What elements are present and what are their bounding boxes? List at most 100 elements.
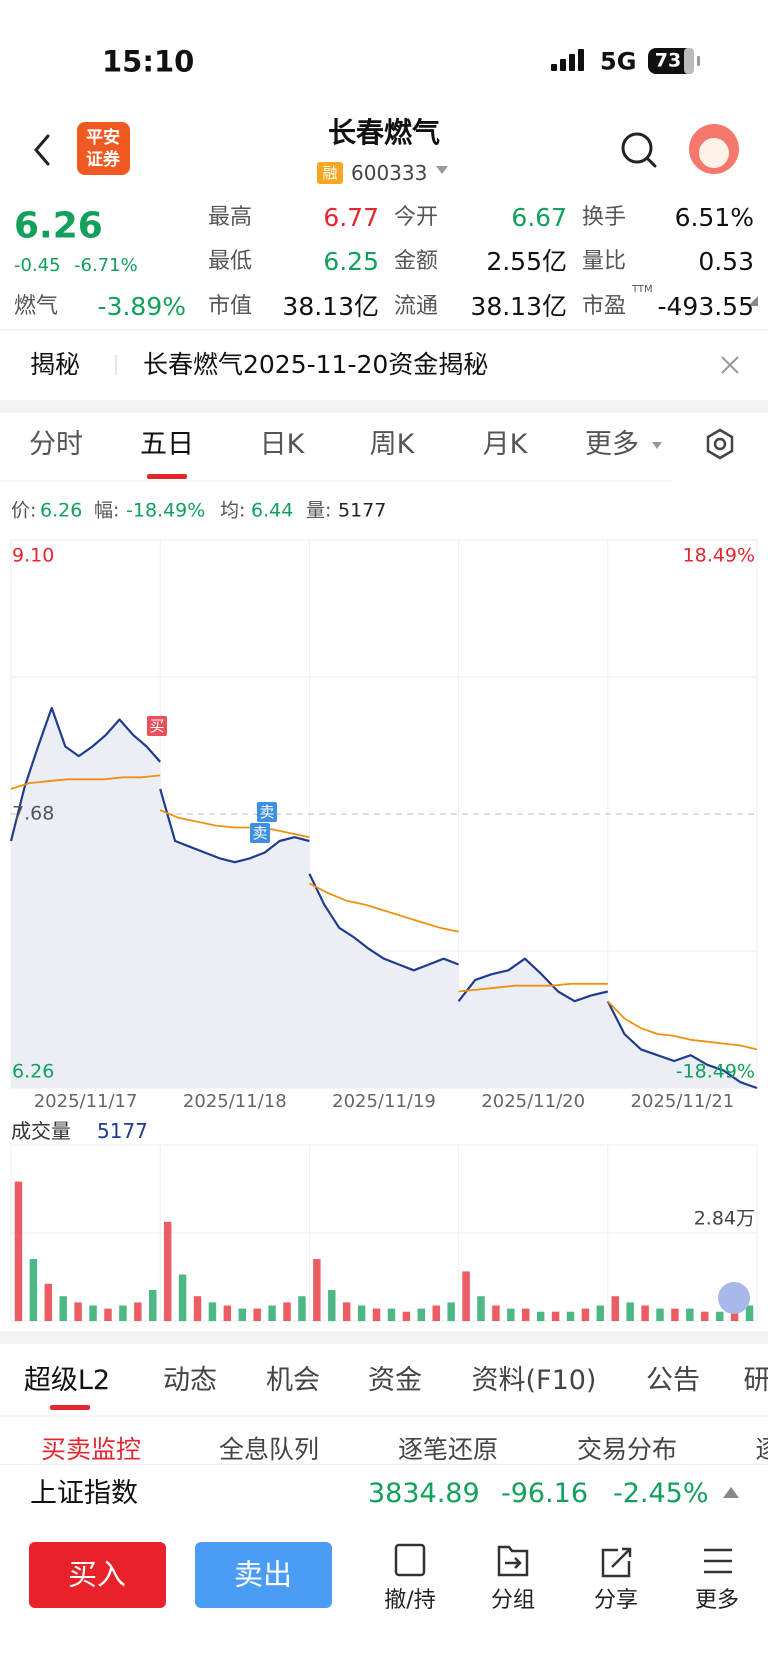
detail-tab[interactable]: 资金 bbox=[368, 1364, 422, 1396]
fullscreen-button[interactable] bbox=[718, 1282, 750, 1314]
volume-bar bbox=[178, 1274, 187, 1321]
volume-value: 5177 bbox=[97, 1119, 148, 1143]
sub-tab[interactable]: 逐笔还原 bbox=[397, 1435, 499, 1464]
cancel-icon[interactable] bbox=[394, 1543, 426, 1577]
price-change-pct: -6.71% bbox=[74, 255, 138, 277]
buy-label[interactable]: 买入 bbox=[67, 1557, 127, 1592]
corner-mark bbox=[748, 296, 758, 306]
volume-bar bbox=[581, 1308, 590, 1321]
chart-tab[interactable]: 周K bbox=[369, 428, 415, 460]
trade-marker-label: 卖 bbox=[259, 803, 275, 821]
sector-name: 燃气 bbox=[14, 293, 59, 319]
detail-tab[interactable]: 资料(F10) bbox=[471, 1364, 597, 1396]
price-line bbox=[606, 1000, 758, 1090]
sub-tab[interactable]: 交易分布 bbox=[576, 1435, 678, 1464]
tool-label[interactable]: 分享 bbox=[593, 1587, 639, 1613]
current-price: 6.26 bbox=[14, 205, 103, 247]
volume-bar bbox=[596, 1305, 605, 1321]
stat-value: 6.51% bbox=[674, 203, 754, 232]
back-icon[interactable] bbox=[34, 134, 50, 166]
share-icon[interactable] bbox=[601, 1547, 632, 1578]
app-logo bbox=[77, 122, 130, 175]
stat-value: 6.25 bbox=[323, 247, 379, 276]
volume-bar bbox=[328, 1290, 336, 1321]
price-area bbox=[11, 707, 161, 1088]
code-dropdown[interactable] bbox=[436, 166, 448, 174]
margin-tag-bg bbox=[317, 162, 343, 184]
section-gap bbox=[0, 400, 768, 413]
stat-value: 2.55亿 bbox=[486, 247, 567, 276]
volume-bar bbox=[536, 1311, 545, 1321]
volume-bar bbox=[402, 1311, 411, 1321]
detail-tab[interactable]: 机会 bbox=[266, 1364, 320, 1396]
more-dropdown[interactable] bbox=[652, 442, 662, 449]
chart-tab[interactable]: 更多 bbox=[585, 428, 639, 460]
stat-label: 今开 bbox=[394, 204, 439, 230]
volume-bar bbox=[342, 1302, 351, 1321]
info-value: 6.44 bbox=[251, 499, 294, 522]
trade-marker bbox=[250, 823, 270, 843]
stat-label: 换手 bbox=[582, 204, 627, 230]
info-label: 均: bbox=[220, 499, 246, 522]
battery-icon bbox=[648, 48, 694, 74]
volume-bar bbox=[686, 1308, 694, 1321]
tool-label[interactable]: 更多 bbox=[694, 1587, 740, 1613]
average-line bbox=[458, 982, 608, 993]
info-value: 6.26 bbox=[40, 499, 83, 522]
detail-tab[interactable]: 动态 bbox=[163, 1364, 217, 1396]
search-icon[interactable] bbox=[621, 132, 653, 164]
chart-tab[interactable]: 月K bbox=[482, 428, 528, 460]
volume-bar bbox=[14, 1181, 23, 1321]
sell-button[interactable] bbox=[195, 1542, 332, 1608]
chart-tab[interactable]: 五日 bbox=[140, 428, 194, 460]
detail-tab[interactable]: 公告 bbox=[646, 1364, 700, 1396]
index-bar[interactable] bbox=[0, 1464, 768, 1524]
sell-label[interactable]: 卖出 bbox=[233, 1557, 293, 1592]
price-line bbox=[159, 788, 310, 864]
tool-label[interactable]: 分组 bbox=[490, 1587, 536, 1613]
volume-bar bbox=[238, 1308, 246, 1321]
x-tick-label: 2025/11/18 bbox=[182, 1091, 287, 1113]
chart-tab[interactable]: 分时 bbox=[29, 428, 83, 460]
volume-bar bbox=[701, 1311, 709, 1321]
group-icon[interactable] bbox=[497, 1545, 529, 1577]
stat-label: 市值 bbox=[208, 293, 253, 319]
chart-tab[interactable]: 日K bbox=[259, 428, 305, 460]
close-icon[interactable] bbox=[721, 356, 739, 374]
volume-bar bbox=[119, 1305, 127, 1321]
volume-bar bbox=[715, 1311, 724, 1321]
volume-bar bbox=[477, 1296, 485, 1321]
avatar-face[interactable] bbox=[699, 138, 729, 168]
price-area bbox=[160, 788, 310, 1088]
price-change: -0.45 bbox=[14, 255, 61, 277]
more-icon[interactable] bbox=[704, 1548, 732, 1574]
sub-tab[interactable]: 全息队列 bbox=[218, 1435, 320, 1464]
settings-icon[interactable] bbox=[706, 428, 734, 460]
stat-value: 38.13亿 bbox=[282, 292, 379, 321]
y-tick-label: 6.26 bbox=[12, 1060, 55, 1083]
sub-tab[interactable]: 逐 bbox=[755, 1435, 768, 1465]
tool-icons bbox=[394, 1543, 732, 1578]
stat-label: 量比 bbox=[582, 248, 627, 274]
search-icon-handle[interactable] bbox=[645, 156, 657, 168]
expand-arrow[interactable] bbox=[723, 1487, 739, 1498]
volume-bar bbox=[447, 1302, 455, 1321]
detail-tab[interactable]: 超级L2 bbox=[23, 1364, 111, 1396]
sub-tab[interactable]: 买卖监控 bbox=[40, 1435, 142, 1464]
volume-bar bbox=[163, 1221, 172, 1321]
stock-code: 600333 bbox=[351, 161, 428, 185]
stat-value: -493.55 bbox=[657, 292, 755, 321]
buy-button[interactable] bbox=[29, 1542, 166, 1608]
info-value: -18.49% bbox=[126, 499, 206, 522]
x-tick-label: 2025/11/20 bbox=[481, 1091, 586, 1113]
detail-tab[interactable]: 研 bbox=[743, 1364, 768, 1396]
volume-bar bbox=[492, 1305, 500, 1321]
volume-bar bbox=[298, 1296, 306, 1321]
y-tick-label: 9.10 bbox=[12, 544, 55, 567]
status-network: 5G bbox=[600, 47, 637, 76]
volume-bar bbox=[59, 1296, 67, 1321]
status-time: 15:10 bbox=[102, 44, 195, 79]
stat-label: 最高 bbox=[208, 204, 253, 230]
tool-label[interactable]: 撤/持 bbox=[384, 1587, 436, 1613]
volume-bar bbox=[357, 1305, 366, 1321]
